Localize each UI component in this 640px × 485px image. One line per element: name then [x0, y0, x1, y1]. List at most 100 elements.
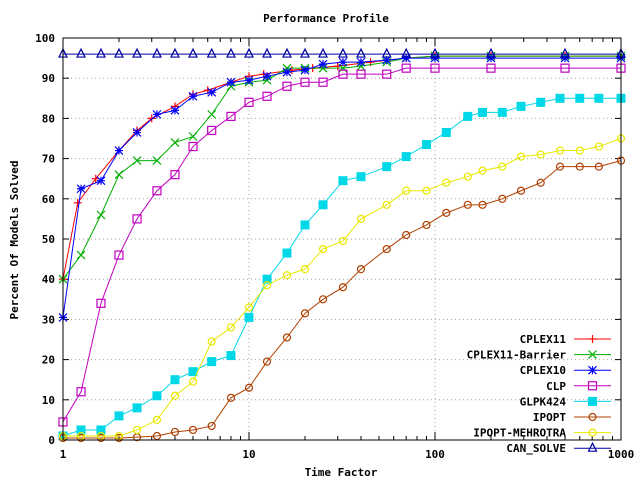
legend-marker	[588, 396, 597, 406]
data-point	[497, 107, 507, 117]
data-point	[402, 230, 411, 240]
data-point	[188, 141, 198, 152]
series-can-solve	[58, 47, 626, 58]
data-point	[516, 186, 526, 195]
data-point	[338, 283, 348, 292]
data-point	[244, 47, 254, 58]
series-line	[62, 97, 621, 437]
data-point	[536, 97, 546, 107]
data-point	[318, 77, 328, 87]
data-point	[555, 93, 565, 103]
legend-item: CPLEX11-Barrier	[467, 349, 611, 362]
legend-marker	[587, 441, 598, 452]
data-point	[382, 200, 391, 209]
series-line	[62, 55, 621, 280]
data-point	[575, 162, 584, 171]
y-tick-label: 30	[42, 313, 55, 326]
data-point	[421, 140, 431, 150]
data-point	[422, 220, 431, 230]
data-point	[114, 47, 124, 58]
data-point	[282, 271, 292, 280]
data-point	[170, 375, 180, 385]
data-point	[536, 150, 545, 159]
data-point	[207, 109, 217, 119]
y-tick-label: 0	[48, 434, 55, 447]
data-point	[226, 351, 236, 361]
data-point	[477, 107, 487, 117]
legend-label: CLP	[546, 380, 566, 393]
data-point	[498, 194, 507, 203]
data-point	[262, 274, 272, 284]
y-tick-label: 50	[42, 233, 55, 246]
data-point	[382, 244, 391, 254]
data-point	[226, 111, 236, 121]
data-point	[401, 63, 411, 73]
data-point	[442, 178, 451, 187]
data-point	[318, 59, 328, 69]
y-tick-label: 10	[42, 394, 55, 407]
data-point	[281, 47, 292, 58]
data-point	[430, 47, 440, 58]
legend-label: IPOPT	[533, 411, 566, 424]
data-point	[575, 146, 584, 155]
data-point	[244, 75, 254, 85]
data-point	[594, 162, 603, 171]
legend-item: CPLEX11	[520, 333, 611, 346]
data-point	[170, 170, 180, 180]
data-point	[498, 162, 507, 171]
data-point	[226, 393, 236, 402]
series-line	[62, 55, 621, 280]
data-point	[300, 309, 310, 318]
data-point	[401, 53, 411, 63]
data-point	[188, 91, 198, 101]
data-point	[282, 248, 292, 258]
legend-marker	[588, 335, 597, 343]
data-point	[114, 250, 124, 260]
data-point	[207, 337, 216, 346]
series-ipopt-mehrotra	[58, 134, 626, 441]
data-point	[486, 53, 496, 63]
data-point	[76, 184, 86, 194]
x-tick-label: 10	[242, 448, 255, 461]
legend-label: GLPK424	[520, 395, 567, 408]
chart-title: Performance Profile	[263, 12, 389, 25]
data-point	[95, 47, 106, 58]
data-point	[356, 214, 366, 223]
data-point	[170, 105, 180, 115]
data-point	[226, 323, 236, 332]
x-tick-label: 1	[60, 448, 67, 461]
data-point	[132, 47, 142, 58]
legend-item: IPOPT-MEHROTRA	[473, 427, 611, 440]
series-cplex11	[59, 52, 625, 284]
data-point	[282, 81, 292, 91]
data-point	[152, 391, 162, 401]
legend-label: CPLEX11	[520, 333, 567, 346]
data-point	[170, 391, 180, 400]
data-point	[114, 170, 124, 180]
data-point	[594, 142, 603, 151]
series-cplex10	[58, 53, 626, 322]
data-point	[262, 91, 272, 101]
data-point	[207, 125, 217, 136]
data-point	[356, 69, 366, 79]
series-line	[62, 57, 621, 318]
data-point	[318, 295, 328, 304]
data-point	[188, 425, 198, 435]
y-tick-label: 20	[42, 354, 55, 367]
data-point	[594, 93, 604, 103]
data-point	[560, 47, 570, 58]
data-point	[338, 57, 348, 67]
data-point	[356, 57, 366, 67]
data-point	[262, 71, 272, 81]
data-point	[132, 128, 142, 137]
data-point	[300, 220, 310, 230]
series-clp	[58, 63, 626, 427]
data-point	[170, 47, 180, 58]
legend-marker	[588, 412, 597, 422]
data-point	[282, 333, 292, 342]
data-point	[300, 77, 310, 87]
data-point	[282, 67, 292, 77]
x-tick-label: 1000	[608, 448, 635, 461]
